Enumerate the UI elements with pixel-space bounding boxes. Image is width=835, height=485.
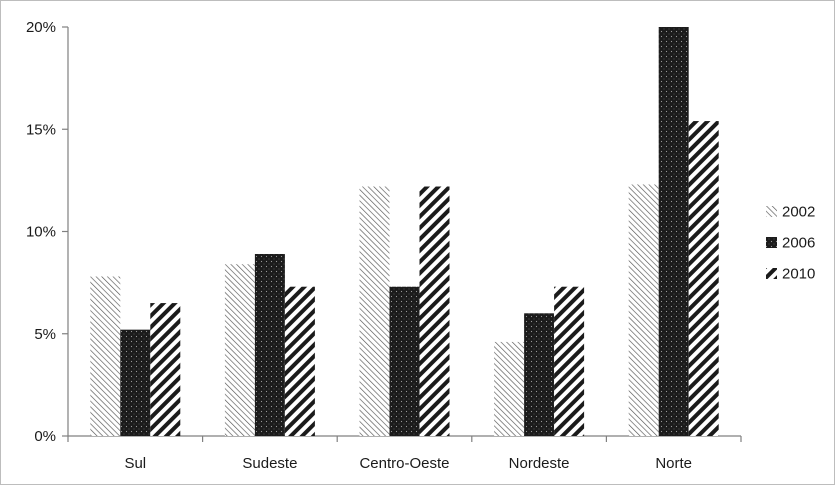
bar-2010-centro-oeste bbox=[419, 186, 450, 436]
bar-2002-nordeste bbox=[494, 341, 525, 436]
bar-2006-nordeste bbox=[524, 313, 555, 436]
legend-label-2002: 2002 bbox=[782, 204, 815, 221]
y-tick-label: 10% bbox=[26, 224, 56, 241]
bar-2002-sudeste bbox=[224, 264, 255, 436]
bar-2002-centro-oeste bbox=[359, 186, 390, 436]
legend-label-2010: 2010 bbox=[782, 266, 815, 283]
x-tick-label: Centro-Oeste bbox=[359, 455, 449, 472]
x-tick-label: Nordeste bbox=[509, 455, 570, 472]
y-tick-label: 5% bbox=[34, 326, 56, 343]
legend-swatch-2006 bbox=[766, 237, 777, 248]
y-axis-labels: 0% 5% 10% 15% 20% bbox=[26, 19, 56, 445]
bar-2010-sudeste bbox=[284, 286, 315, 436]
y-tick-label: 15% bbox=[26, 121, 56, 138]
y-tick-label: 0% bbox=[34, 428, 56, 445]
legend-swatch-2010 bbox=[766, 268, 777, 279]
bar-2010-nordeste bbox=[554, 286, 585, 436]
bar-2006-centro-oeste bbox=[389, 286, 420, 436]
y-tick-label: 20% bbox=[26, 19, 56, 36]
bar-2010-norte bbox=[688, 121, 719, 436]
bar-2010-sul bbox=[150, 303, 181, 436]
bars bbox=[90, 27, 719, 436]
bar-2006-sudeste bbox=[254, 253, 285, 436]
bar-2006-norte bbox=[658, 27, 689, 436]
legend: 2002 2006 2010 bbox=[766, 204, 815, 283]
x-tick-label: Norte bbox=[655, 455, 692, 472]
legend-swatch-2002 bbox=[766, 206, 777, 217]
x-tick-label: Sul bbox=[124, 455, 146, 472]
bar-2006-sul bbox=[120, 329, 151, 436]
x-tick-label: Sudeste bbox=[242, 455, 297, 472]
legend-label-2006: 2006 bbox=[782, 235, 815, 252]
bar-2002-sul bbox=[90, 276, 121, 436]
x-axis-labels: Sul Sudeste Centro-Oeste Nordeste Norte bbox=[124, 455, 692, 472]
bar-2002-norte bbox=[628, 184, 659, 436]
